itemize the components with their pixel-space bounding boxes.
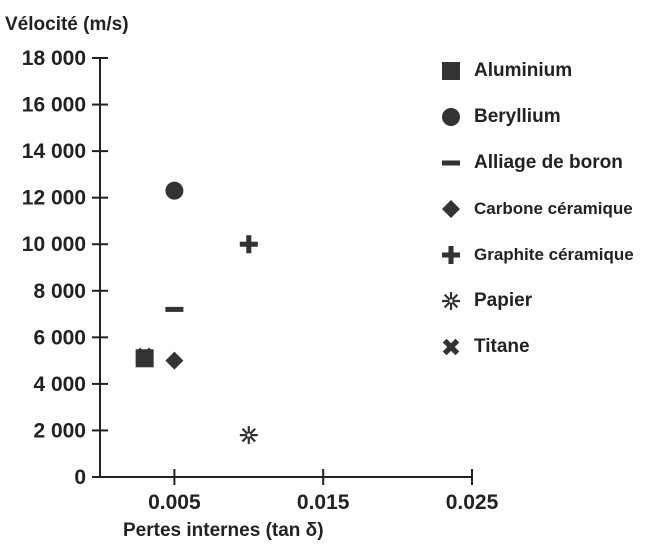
legend-item: Graphite céramique (440, 232, 634, 278)
legend-label: Papier (474, 290, 533, 311)
legend-label: Beryllium (474, 106, 561, 127)
legend-label: Alliage de boron (474, 152, 623, 173)
x-axis-label: Pertes internes (tan δ) (123, 520, 324, 541)
legend-marker-shape (442, 160, 460, 166)
y-tick-label: 2 000 (33, 419, 86, 442)
legend-item: Titane (440, 324, 634, 370)
legend-marker (442, 338, 460, 356)
y-tick-label: 10 000 (22, 233, 86, 256)
data-point (136, 347, 153, 365)
legend: Aluminium Beryllium Alliage de boron Carbon… (440, 48, 634, 370)
x-tick-label: 0.005 (148, 491, 201, 514)
data-point (239, 235, 258, 254)
y-tick-label: 16 000 (22, 94, 86, 117)
legend-marker (442, 246, 460, 264)
data-point (165, 306, 184, 312)
data-point (165, 181, 184, 200)
legend-label: Titane (474, 336, 530, 357)
y-tick-label: 18 000 (22, 47, 86, 70)
y-tick-label: 6 000 (33, 326, 86, 349)
legend-item: Carbone céramique (440, 186, 634, 232)
legend-item: Beryllium (440, 94, 634, 140)
legend-marker-shape (442, 200, 460, 218)
legend-marker-shape (442, 338, 460, 356)
legend-marker (442, 200, 460, 218)
legend-marker-shape (442, 108, 460, 126)
y-tick-label: 8 000 (33, 280, 86, 303)
axes: 0 2 000 4 000 6 000 8 000 10 000 12 000 14 000 1… (22, 47, 499, 514)
data-points (135, 181, 258, 445)
y-tick-label: 4 000 (33, 373, 86, 396)
legend-label: Graphite céramique (474, 245, 634, 264)
y-tick-label: 12 000 (22, 187, 86, 210)
legend-marker (442, 108, 460, 126)
legend-item: Aluminium (440, 48, 634, 94)
data-point (239, 426, 258, 445)
legend-marker (442, 62, 460, 80)
y-tick-label: 14 000 (22, 140, 86, 163)
y-tick-label: 0 (74, 466, 86, 489)
legend-marker (442, 292, 460, 310)
legend-marker-shape (442, 246, 460, 264)
legend-marker-shape (442, 292, 460, 310)
legend-item: Alliage de boron (440, 140, 634, 186)
legend-marker-shape (442, 62, 460, 80)
y-axis-label: Vélocité (m/s) (5, 14, 129, 35)
legend-marker (442, 160, 460, 166)
x-tick-label: 0.015 (297, 491, 350, 514)
x-tick-label: 0.025 (446, 491, 499, 514)
legend-label: Aluminium (474, 60, 573, 81)
legend-label: Carbone céramique (474, 199, 633, 218)
legend-item: Papier (440, 278, 634, 324)
data-point (165, 351, 184, 370)
